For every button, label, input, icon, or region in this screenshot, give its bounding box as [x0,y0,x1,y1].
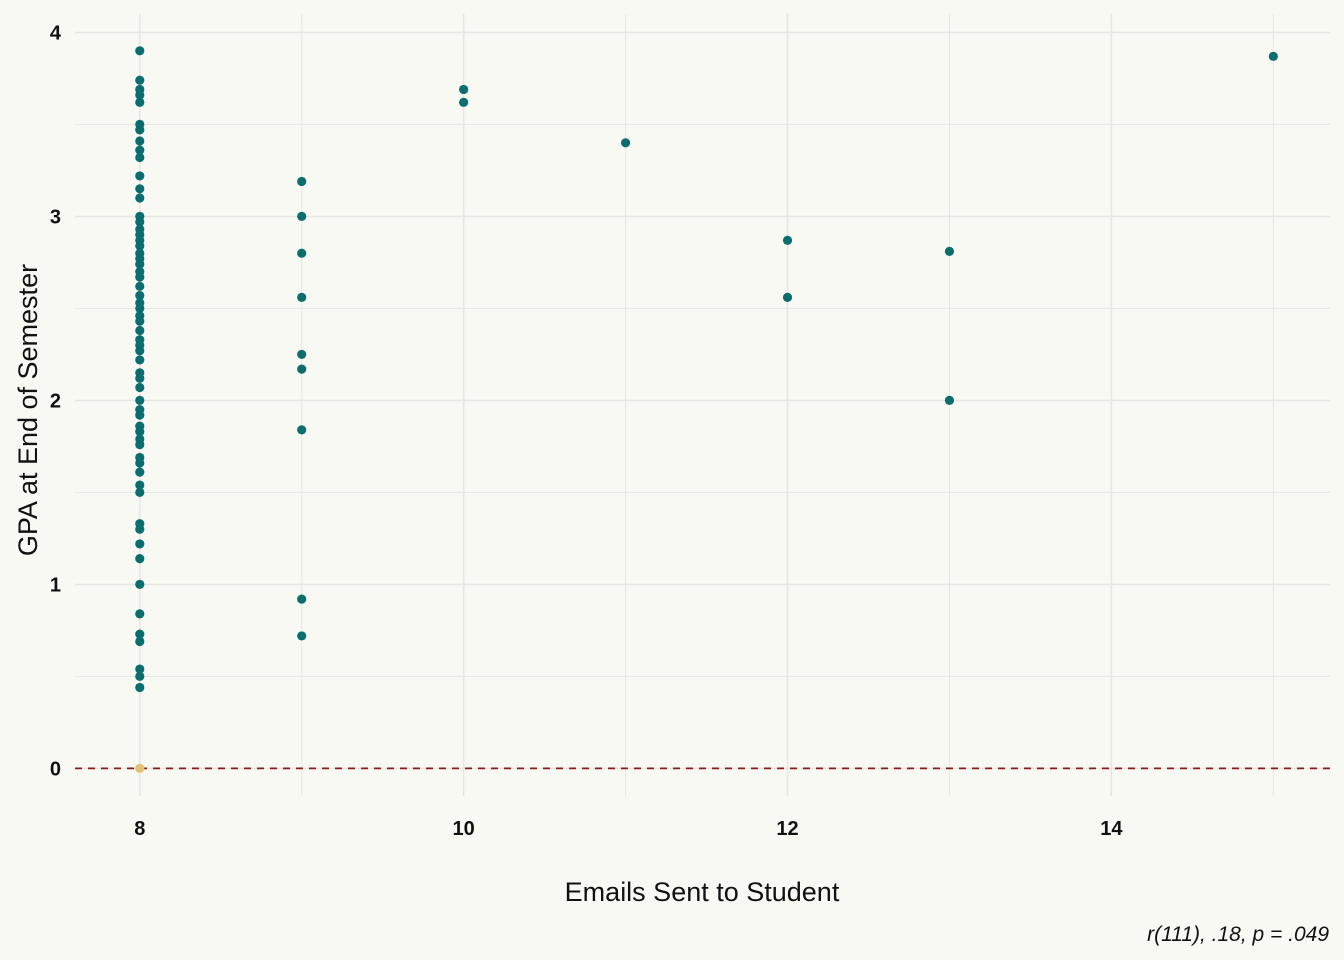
data-point [135,609,145,619]
data-point [297,594,307,604]
y-tick-label: 0 [50,758,61,780]
x-tick-label: 10 [453,818,475,840]
data-point [135,259,145,269]
data-point [297,211,307,221]
x-axis-title: Emails Sent to Student [565,877,840,907]
data-points [135,46,1278,774]
data-point [135,125,145,135]
data-point [135,467,145,477]
data-point [135,664,145,674]
data-point [135,46,145,56]
data-point [620,138,631,148]
data-point [135,458,145,468]
data-point [135,671,145,682]
data-point [135,355,145,365]
data-point [135,382,145,393]
data-point [135,524,145,534]
chart-caption: r(111), .18, p = .049 [1147,923,1329,946]
data-point [297,349,307,359]
data-point [135,439,145,450]
data-point [135,193,145,203]
data-point [297,425,307,435]
data-point [135,395,145,405]
data-point [135,629,145,639]
x-tick-label: 12 [776,818,798,840]
data-point [135,487,145,497]
data-point [135,184,145,194]
data-point [135,316,145,326]
data-point [135,427,145,437]
data-point [135,290,145,301]
data-point [135,636,145,647]
data-point [135,480,145,490]
data-point [135,171,145,181]
data-point [297,248,307,258]
data-point [944,395,955,405]
data-point [135,241,145,251]
y-tick-label: 3 [50,206,61,228]
data-point [135,682,145,693]
data-point [135,539,145,549]
data-point [782,235,793,245]
data-point [459,97,469,107]
data-point [135,75,145,85]
data-point [135,145,145,155]
data-point [135,554,145,564]
data-point [135,579,145,590]
data-point [297,364,307,374]
data-point [135,90,145,100]
x-tick-label: 14 [1100,818,1123,840]
y-tick-label: 4 [50,22,62,44]
data-point [135,97,145,107]
data-point [135,373,145,383]
zero-gpa-point [135,763,145,774]
y-axis-title: GPA at End of Semester [13,264,43,556]
y-tick-label: 1 [50,574,61,596]
data-point [135,281,145,291]
data-point [135,325,145,336]
data-point [297,631,307,641]
x-tick-label: 8 [134,818,145,840]
data-point [297,176,307,187]
data-point [459,84,469,95]
data-point [135,272,145,282]
data-point [135,410,145,420]
data-point [135,303,145,313]
data-point [135,346,145,356]
data-point [135,136,145,146]
data-point [782,292,793,302]
data-point [135,152,145,163]
y-tick-label: 2 [50,390,61,412]
data-point [135,217,145,227]
data-point [1268,51,1278,61]
data-point [297,292,307,302]
data-point [944,246,955,256]
